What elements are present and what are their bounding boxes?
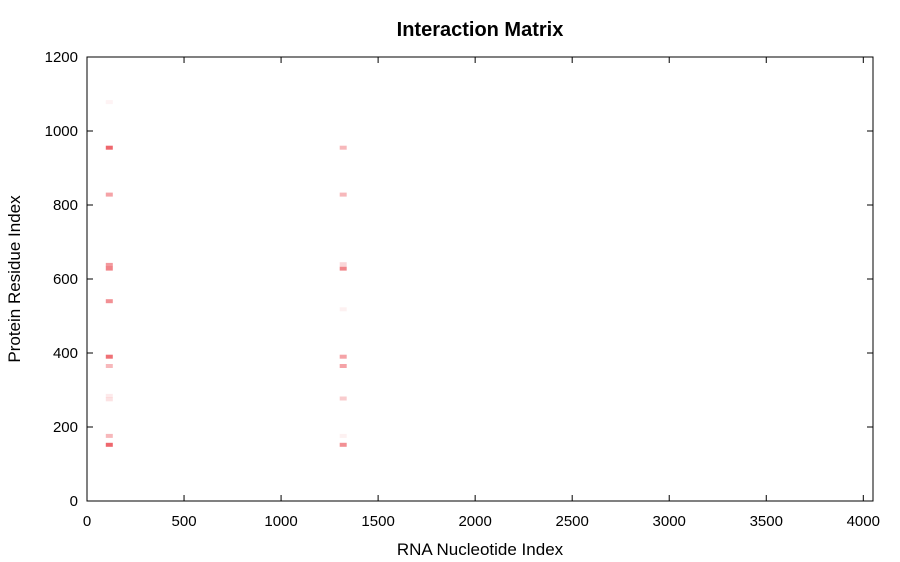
x-tick-label: 4000	[847, 513, 880, 530]
x-tick-label: 3500	[750, 513, 783, 530]
heatmap-cell	[339, 145, 347, 150]
heatmap-cell	[339, 262, 347, 267]
heatmap-cell	[339, 354, 347, 359]
plot-frame	[86, 56, 874, 502]
y-tick-label: 1200	[45, 49, 78, 66]
chart-title: Interaction Matrix	[397, 19, 564, 41]
y-axis-label: Protein Residue Index	[5, 195, 24, 363]
heatmap-cell	[105, 262, 113, 267]
x-tick-label: 1000	[264, 513, 297, 530]
y-tick-label: 200	[53, 419, 78, 436]
heatmap-cell	[339, 364, 347, 368]
y-tick-label: 0	[70, 493, 78, 510]
heatmap-cell	[339, 266, 347, 271]
heatmap-cell	[105, 354, 113, 359]
heatmap-cell	[339, 396, 347, 401]
y-tick-label: 600	[53, 271, 78, 288]
y-tick-label: 800	[53, 197, 78, 214]
y-tick-label: 400	[53, 345, 78, 362]
x-tick-label: 2500	[555, 513, 588, 530]
heatmap-cell	[339, 307, 347, 312]
heatmap-cell	[105, 266, 113, 271]
heatmap-cell	[105, 299, 113, 304]
x-tick-label: 500	[172, 513, 197, 530]
y-axis: 0 200 400 600 800 1000 1200	[45, 49, 873, 510]
heatmap-cell	[339, 192, 347, 197]
heatmap-cell	[105, 393, 113, 398]
x-tick-label: 2000	[458, 513, 491, 530]
heatmap-cell	[105, 433, 113, 438]
heatmap-cell	[105, 192, 113, 197]
heatmap-cell	[105, 397, 113, 402]
heatmap-cell	[339, 433, 347, 438]
heatmap-cells	[105, 100, 347, 447]
x-tick-label: 0	[83, 513, 91, 530]
heatmap-cell	[105, 100, 113, 105]
x-tick-label: 3000	[653, 513, 686, 530]
x-axis-label: RNA Nucleotide Index	[397, 540, 564, 559]
heatmap-cell	[105, 145, 113, 150]
heatmap-cell	[105, 364, 113, 368]
heatmap-cell	[105, 442, 113, 447]
x-tick-label: 1500	[361, 513, 394, 530]
heatmap-cell	[339, 442, 347, 447]
x-axis: 0 500 1000 1500 2000 2500 3000 3500 4000	[83, 57, 880, 530]
y-tick-label: 1000	[45, 123, 78, 140]
